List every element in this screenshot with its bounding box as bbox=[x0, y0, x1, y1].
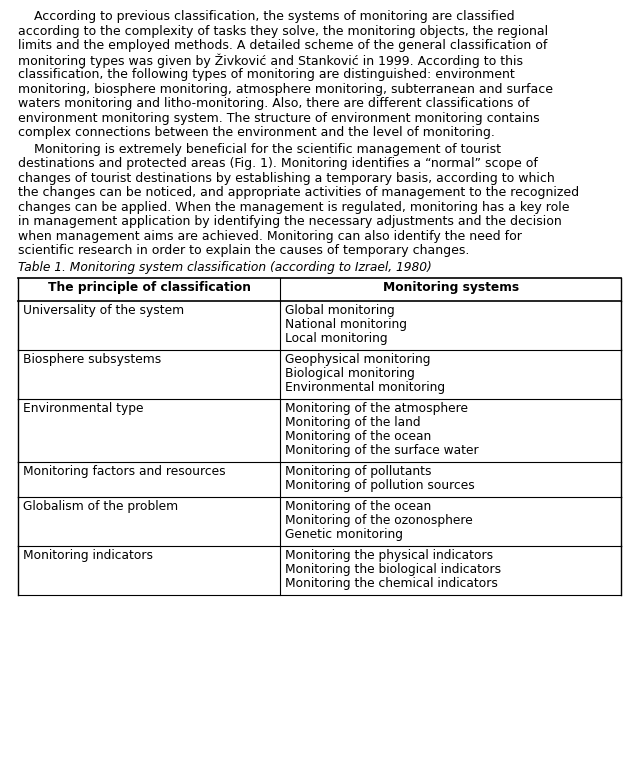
Text: Local monitoring: Local monitoring bbox=[285, 332, 388, 345]
Text: when management aims are achieved. Monitoring can also identify the need for: when management aims are achieved. Monit… bbox=[18, 230, 522, 242]
Text: Monitoring the physical indicators: Monitoring the physical indicators bbox=[285, 549, 493, 562]
Text: changes can be applied. When the management is regulated, monitoring has a key r: changes can be applied. When the managem… bbox=[18, 201, 569, 213]
Text: Monitoring of the ozonosphere: Monitoring of the ozonosphere bbox=[285, 514, 473, 527]
Text: Monitoring factors and resources: Monitoring factors and resources bbox=[23, 465, 226, 478]
Text: Universality of the system: Universality of the system bbox=[23, 304, 184, 317]
Text: Geophysical monitoring: Geophysical monitoring bbox=[285, 353, 431, 366]
Text: Environmental monitoring: Environmental monitoring bbox=[285, 381, 445, 394]
Text: Monitoring of the ocean: Monitoring of the ocean bbox=[285, 430, 431, 443]
Text: monitoring, biosphere monitoring, atmosphere monitoring, subterranean and surfac: monitoring, biosphere monitoring, atmosp… bbox=[18, 82, 553, 96]
Text: complex connections between the environment and the level of monitoring.: complex connections between the environm… bbox=[18, 126, 495, 139]
Text: Monitoring the chemical indicators: Monitoring the chemical indicators bbox=[285, 577, 498, 590]
Text: scientific research in order to explain the causes of temporary changes.: scientific research in order to explain … bbox=[18, 244, 470, 257]
Text: Monitoring of pollution sources: Monitoring of pollution sources bbox=[285, 479, 475, 492]
Text: Global monitoring: Global monitoring bbox=[285, 304, 395, 317]
Text: destinations and protected areas (Fig. 1). Monitoring identifies a “normal” scop: destinations and protected areas (Fig. 1… bbox=[18, 157, 538, 170]
Text: Monitoring of the atmosphere: Monitoring of the atmosphere bbox=[285, 402, 468, 415]
Text: waters monitoring and litho-monitoring. Also, there are different classification: waters monitoring and litho-monitoring. … bbox=[18, 97, 530, 110]
Text: limits and the employed methods. A detailed scheme of the general classification: limits and the employed methods. A detai… bbox=[18, 39, 548, 52]
Text: Monitoring of pollutants: Monitoring of pollutants bbox=[285, 465, 432, 478]
Text: environment monitoring system. The structure of environment monitoring contains: environment monitoring system. The struc… bbox=[18, 111, 539, 125]
Text: Monitoring the biological indicators: Monitoring the biological indicators bbox=[285, 563, 502, 576]
Text: the changes can be noticed, and appropriate activities of management to the reco: the changes can be noticed, and appropri… bbox=[18, 186, 579, 199]
Text: Environmental type: Environmental type bbox=[23, 402, 144, 415]
Text: Monitoring indicators: Monitoring indicators bbox=[23, 549, 153, 562]
Text: Monitoring of the surface water: Monitoring of the surface water bbox=[285, 444, 479, 457]
Text: in management application by identifying the necessary adjustments and the decis: in management application by identifying… bbox=[18, 215, 562, 228]
Text: classification, the following types of monitoring are distinguished: environment: classification, the following types of m… bbox=[18, 68, 515, 81]
Text: Genetic monitoring: Genetic monitoring bbox=[285, 528, 403, 541]
Text: Monitoring systems: Monitoring systems bbox=[383, 281, 519, 294]
Text: monitoring types was given by Živković and Stanković in 1999. According to this: monitoring types was given by Živković a… bbox=[18, 53, 523, 68]
Text: according to the complexity of tasks they solve, the monitoring objects, the reg: according to the complexity of tasks the… bbox=[18, 24, 548, 38]
Text: Monitoring of the ocean: Monitoring of the ocean bbox=[285, 500, 431, 513]
Text: According to previous classification, the systems of monitoring are classified: According to previous classification, th… bbox=[18, 10, 514, 23]
Text: changes of tourist destinations by establishing a temporary basis, according to : changes of tourist destinations by estab… bbox=[18, 172, 555, 184]
Text: Globalism of the problem: Globalism of the problem bbox=[23, 500, 178, 513]
Text: The principle of classification: The principle of classification bbox=[48, 281, 250, 294]
Text: National monitoring: National monitoring bbox=[285, 318, 407, 331]
Text: Table 1. Monitoring system classification (according to Izrael, 1980): Table 1. Monitoring system classificatio… bbox=[18, 262, 432, 274]
Text: Biosphere subsystems: Biosphere subsystems bbox=[23, 353, 161, 366]
Text: Biological monitoring: Biological monitoring bbox=[285, 367, 415, 380]
Text: Monitoring is extremely beneficial for the scientific management of tourist: Monitoring is extremely beneficial for t… bbox=[18, 143, 501, 155]
Text: Monitoring of the land: Monitoring of the land bbox=[285, 416, 421, 429]
